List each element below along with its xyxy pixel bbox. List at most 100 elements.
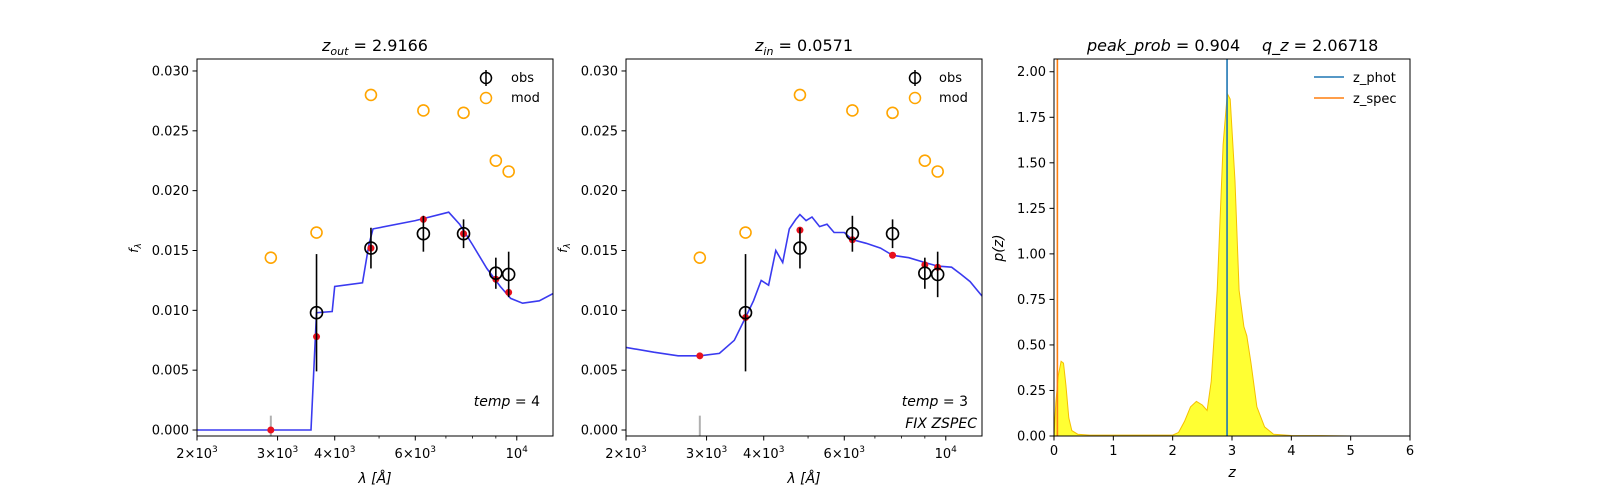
x-tick-label: 3 [1228,444,1236,459]
mod-point [793,88,807,102]
sed-plot-area [197,88,553,436]
y-tick-label: 0.010 [581,304,618,319]
y-tick-label: 0.030 [152,64,189,79]
annotation-temp: temp = 4 [474,394,540,410]
x-tick-label: 4×103 [743,445,784,462]
y-tick-label: 0.00 [1017,430,1046,445]
pz-plot-area [1053,59,1351,437]
x-tick-label: 3×103 [686,445,727,462]
y-tick-label: 0.015 [581,244,618,259]
y-tick-label: 0.030 [581,64,618,79]
mod-point [846,104,859,117]
x-tick-label: 6 [1406,444,1414,459]
y-ticks: 0.000 0.005 0.010 0.015 0.020 0.025 0.030 [152,64,197,439]
y-tick-label: 0.020 [152,184,189,199]
x-tick-label: 5 [1347,444,1355,459]
legend-obs-marker [908,70,922,86]
legend-obs-label: obs [939,71,962,86]
mod-point [502,165,515,178]
obs-point [456,226,471,241]
legend-mod-label: mod [939,91,968,106]
obs-point [793,241,807,255]
y-tick-label: 1.50 [1017,156,1046,171]
model-flux-point [696,352,704,360]
y-tick-label: 2.00 [1017,65,1046,80]
legend-mod-marker [479,91,493,105]
model-flux-point [889,251,897,259]
legend: obs mod [908,70,968,106]
y-tick-label: 0.010 [152,304,189,319]
legend: z_phot z_spec [1314,71,1397,107]
mod-point [489,154,503,168]
pz-panel: 0 1 2 3 4 5 6 0.00 0.25 0.50 0.75 1.00 1.25 1.50 1.75… [991,36,1414,481]
y-axis-label: fλ [127,243,144,253]
y-tick-label: 1.00 [1017,247,1046,262]
y-tick-label: 0.000 [152,424,189,439]
legend-zspec-label: z_spec [1353,92,1397,107]
x-tick-label: 1 [1109,444,1117,459]
panel-title-peak-prob: peak_prob = 0.904 [1086,36,1240,56]
obs-point [309,305,324,320]
plot-content [197,88,553,436]
plot-content [626,88,982,436]
legend-mod-label: mod [511,91,540,106]
x-tick-label: 6×103 [824,445,865,462]
mod-point [364,88,378,102]
y-tick-label: 0.005 [581,364,618,379]
y-tick-label: 0.015 [152,244,189,259]
mod-point [310,226,323,239]
sed-line [626,213,982,357]
y-tick-label: 0.005 [152,364,189,379]
x-tick-label: 0 [1050,444,1058,459]
y-ticks: 0.00 0.25 0.50 0.75 1.00 1.25 1.50 1.75 2.00 [1017,65,1054,445]
x-axis-label: λ [Å] [357,470,391,487]
mod-point [931,165,944,178]
panel-title: zout = 2.9166 [321,36,428,58]
obs-point [885,226,900,241]
axes-frame [196,58,554,437]
x-tick-label: 104 [935,445,958,462]
legend-mod-marker [908,91,922,105]
panel-title: zin = 0.0571 [754,36,853,58]
panel-title-qz: q_z = 2.06718 [1262,36,1378,56]
x-tick-label: 6×103 [395,445,436,462]
y-tick-label: 0.020 [581,184,618,199]
mod-point [739,226,752,239]
x-ticks: 2×103 3×103 4×103 6×103 104 [605,436,957,462]
axes-frame [625,58,983,437]
x-tick-label: 2×103 [605,445,646,462]
mod-point [417,104,430,117]
sed-line [197,211,553,431]
y-tick-label: 1.25 [1017,202,1046,217]
y-axis-label: p(z) [991,234,1007,262]
obs-point [930,267,945,282]
y-ticks: 0.000 0.005 0.010 0.015 0.020 0.025 0.030 [581,64,626,439]
annotation-fix-zspec: FIX ZSPEC [905,416,977,432]
mod-point [886,106,899,120]
sed-panel-zout: 2×103 3×103 4×103 6×103 104 0.0000.0050.0100… [127,36,554,487]
mod-point [918,154,932,168]
y-tick-label: 0.75 [1017,293,1046,308]
x-axis-label: z [1227,465,1236,481]
y-tick-label: 0.025 [581,124,618,139]
y-tick-label: 0.25 [1017,384,1046,399]
obs-point [738,305,753,320]
y-tick-label: 0.000 [581,424,618,439]
legend: obs mod [479,70,540,106]
x-tick-label: 104 [506,445,529,462]
sed-panel-zin: 2×103 3×103 4×103 6×103 104 0.0000.0050.0100… [556,36,983,487]
x-tick-label: 4×103 [314,445,355,462]
legend-zphot-label: z_phot [1353,71,1396,86]
x-tick-label: 2×103 [176,445,217,462]
x-axis-label: λ [Å] [786,470,820,487]
y-tick-label: 0.50 [1017,338,1046,353]
obs-point [416,226,431,241]
model-flux-point [267,426,275,434]
mod-point [693,251,707,264]
x-ticks: 2×103 3×103 4×103 6×103 104 [176,436,528,462]
x-tick-label: 2 [1169,444,1177,459]
obs-point [489,266,503,281]
y-tick-label: 0.025 [152,124,189,139]
x-ticks: 0 1 2 3 4 5 6 [1050,436,1414,459]
x-tick-label: 4 [1287,444,1295,459]
